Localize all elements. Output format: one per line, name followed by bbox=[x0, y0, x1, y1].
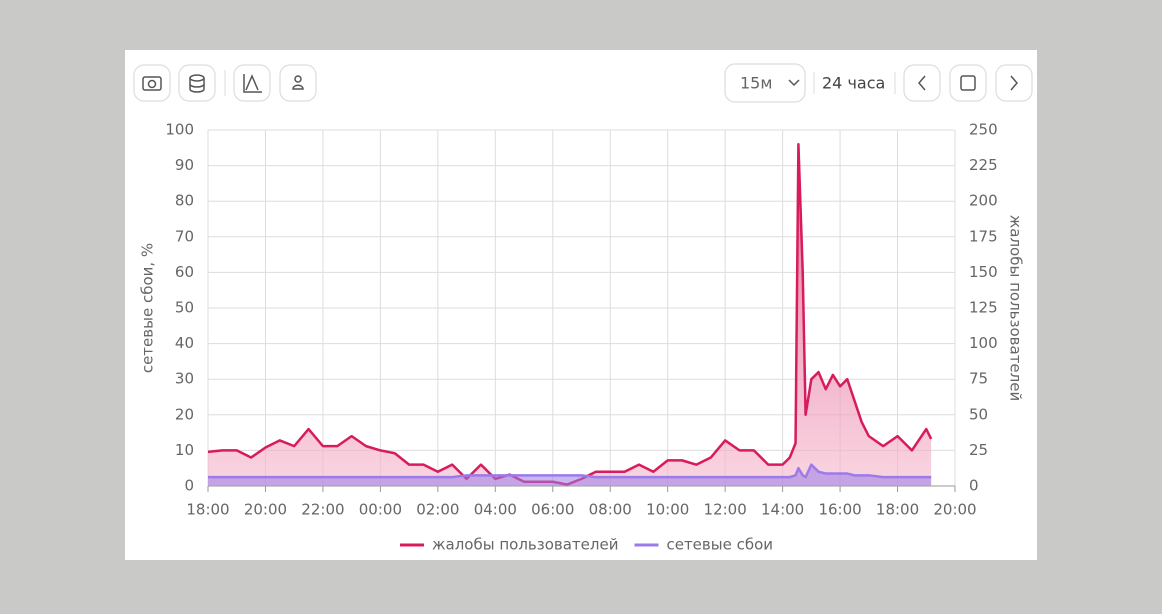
interval-select[interactable] bbox=[724, 63, 806, 103]
x-tick-label: 10:00 bbox=[646, 501, 689, 519]
calendar-button[interactable] bbox=[949, 64, 987, 102]
interval-text: 15м bbox=[740, 74, 772, 93]
x-tick-label: 16:00 bbox=[818, 501, 861, 519]
y2-tick-label: 125 bbox=[969, 299, 998, 317]
x-tick-label: 12:00 bbox=[704, 501, 747, 519]
calendar-icon bbox=[960, 75, 976, 91]
x-tick-label: 20:00 bbox=[933, 501, 976, 519]
db-button[interactable] bbox=[178, 64, 216, 102]
prev-button[interactable] bbox=[903, 64, 941, 102]
next-icon bbox=[1010, 75, 1018, 91]
series-line bbox=[207, 142, 933, 486]
y-tick-label: 70 bbox=[175, 227, 194, 245]
x-tick-label: 00:00 bbox=[359, 501, 402, 519]
x-tick-label: 08:00 bbox=[589, 501, 632, 519]
x-tick-label: 06:00 bbox=[531, 501, 574, 519]
legend-label: сетевые сбои bbox=[666, 536, 773, 554]
y-tick-label: 100 bbox=[165, 121, 194, 139]
y-tick-label: 50 bbox=[175, 299, 194, 317]
chart-icon bbox=[243, 74, 262, 93]
x-tick-label: 18:00 bbox=[186, 501, 229, 519]
user-button[interactable] bbox=[279, 64, 317, 102]
y2-tick-label: 175 bbox=[969, 227, 998, 245]
y2-tick-label: 200 bbox=[969, 192, 998, 210]
camera-icon bbox=[142, 76, 162, 91]
y-tick-label: 40 bbox=[175, 334, 194, 352]
y2-axis-label: жалобы пользователей bbox=[1007, 215, 1025, 401]
y2-tick-label: 0 bbox=[969, 477, 979, 495]
user-icon bbox=[292, 84, 304, 90]
user-icon bbox=[294, 75, 302, 83]
db-icon bbox=[189, 78, 205, 93]
x-tick-label: 18:00 bbox=[876, 501, 919, 519]
y2-tick-label: 225 bbox=[969, 156, 998, 174]
legend-label: жалобы пользователей bbox=[432, 536, 618, 554]
next-button[interactable] bbox=[995, 64, 1033, 102]
toolbar: 15м 24 часа bbox=[133, 63, 1033, 103]
y-tick-label: 0 bbox=[184, 477, 194, 495]
series-area bbox=[208, 144, 932, 487]
y-tick-label: 60 bbox=[175, 263, 194, 281]
x-tick-label: 04:00 bbox=[474, 501, 517, 519]
y-tick-label: 80 bbox=[175, 192, 194, 210]
prev-icon bbox=[918, 75, 926, 91]
y2-tick-label: 25 bbox=[969, 441, 988, 459]
y2-tick-label: 100 bbox=[969, 334, 998, 352]
y-tick-label: 10 bbox=[175, 441, 194, 459]
y-tick-label: 20 bbox=[175, 405, 194, 423]
y-axis-label: сетевые сбои, % bbox=[139, 243, 157, 373]
x-tick-label: 20:00 bbox=[244, 501, 287, 519]
range-text: 24 часа bbox=[822, 74, 885, 93]
x-tick-label: 02:00 bbox=[416, 501, 459, 519]
y-tick-label: 30 bbox=[175, 370, 194, 388]
y2-tick-label: 50 bbox=[969, 405, 988, 423]
camera-lens bbox=[147, 79, 157, 89]
chart-button[interactable] bbox=[233, 64, 271, 102]
y-tick-label: 90 bbox=[175, 156, 194, 174]
x-tick-label: 14:00 bbox=[761, 501, 804, 519]
camera-button[interactable] bbox=[133, 64, 171, 102]
chevron-down bbox=[788, 79, 800, 87]
y2-tick-label: 75 bbox=[969, 370, 988, 388]
y2-tick-label: 250 bbox=[969, 121, 998, 139]
series-line bbox=[208, 463, 932, 479]
y2-tick-label: 150 bbox=[969, 263, 998, 281]
x-tick-label: 22:00 bbox=[301, 501, 344, 519]
